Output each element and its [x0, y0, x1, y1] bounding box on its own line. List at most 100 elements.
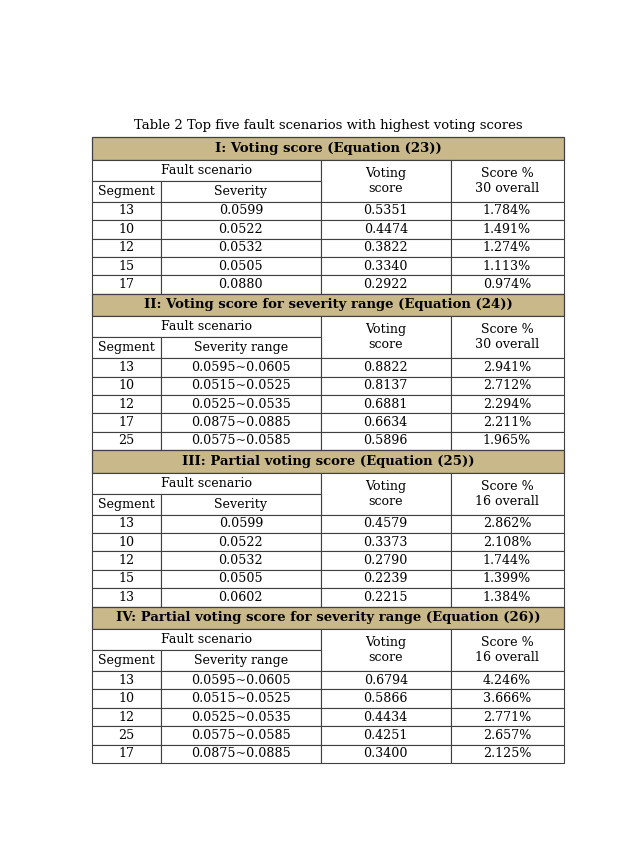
Bar [92, 650, 161, 671]
Bar [92, 376, 161, 395]
Bar [161, 358, 321, 376]
Bar [161, 493, 321, 515]
Text: 0.0875~0.0885: 0.0875~0.0885 [191, 747, 291, 760]
Bar [92, 473, 321, 493]
Text: 12: 12 [118, 710, 134, 723]
Bar [92, 450, 564, 473]
Text: 10: 10 [118, 223, 134, 236]
Text: I: Voting score (Equation (23)): I: Voting score (Equation (23)) [214, 142, 442, 155]
Text: 0.2790: 0.2790 [364, 554, 408, 567]
Text: 0.5351: 0.5351 [364, 204, 408, 218]
Bar [92, 606, 564, 629]
Text: 2.294%: 2.294% [483, 398, 531, 411]
Bar [451, 690, 564, 708]
Text: 1.491%: 1.491% [483, 223, 531, 236]
Text: Score %
30 overall: Score % 30 overall [475, 167, 539, 195]
Text: 0.0532: 0.0532 [218, 554, 263, 567]
Bar [92, 726, 161, 745]
Text: 0.0505: 0.0505 [218, 573, 263, 585]
Text: Fault scenario: Fault scenario [161, 477, 252, 490]
Bar [92, 431, 161, 450]
Bar [321, 726, 451, 745]
Bar [92, 338, 161, 358]
Text: 0.3400: 0.3400 [364, 747, 408, 760]
Text: 10: 10 [118, 692, 134, 705]
Text: 10: 10 [118, 380, 134, 393]
Text: 0.0575~0.0585: 0.0575~0.0585 [191, 435, 291, 448]
Bar [451, 376, 564, 395]
Bar [92, 551, 161, 570]
Bar [92, 358, 161, 376]
Bar [321, 257, 451, 276]
Text: II: Voting score for severity range (Equation (24)): II: Voting score for severity range (Equ… [143, 299, 513, 312]
Text: 0.0515~0.0525: 0.0515~0.0525 [191, 692, 291, 705]
Text: Score %
16 overall: Score % 16 overall [475, 636, 539, 664]
Bar [92, 395, 161, 413]
Text: 2.657%: 2.657% [483, 729, 531, 742]
Text: Segment: Segment [98, 654, 155, 667]
Text: 0.0515~0.0525: 0.0515~0.0525 [191, 380, 291, 393]
Text: 1.965%: 1.965% [483, 435, 531, 448]
Text: 1.274%: 1.274% [483, 241, 531, 254]
Bar [451, 745, 564, 763]
Bar [321, 160, 451, 201]
Bar [321, 570, 451, 588]
Bar [321, 220, 451, 238]
Text: 0.8137: 0.8137 [364, 380, 408, 393]
Bar [321, 515, 451, 533]
Text: Segment: Segment [98, 185, 155, 198]
Bar [321, 395, 451, 413]
Bar [161, 726, 321, 745]
Bar [321, 276, 451, 294]
Text: 0.6794: 0.6794 [364, 674, 408, 687]
Text: 0.0575~0.0585: 0.0575~0.0585 [191, 729, 291, 742]
Bar [161, 376, 321, 395]
Text: 17: 17 [118, 747, 134, 760]
Bar [321, 671, 451, 690]
Text: 0.0525~0.0535: 0.0525~0.0535 [191, 398, 291, 411]
Bar [321, 629, 451, 671]
Bar [161, 650, 321, 671]
Bar [92, 745, 161, 763]
Bar [451, 238, 564, 257]
Text: 15: 15 [118, 260, 134, 273]
Text: Voting
score: Voting score [365, 323, 406, 351]
Bar [161, 551, 321, 570]
Text: 0.4579: 0.4579 [364, 517, 408, 530]
Text: 17: 17 [118, 278, 134, 291]
Bar [92, 201, 161, 220]
Text: IV: Partial voting score for severity range (Equation (26)): IV: Partial voting score for severity ra… [116, 611, 540, 624]
Bar [451, 588, 564, 606]
Bar [321, 690, 451, 708]
Bar [161, 570, 321, 588]
Bar [161, 238, 321, 257]
Bar [92, 316, 321, 338]
Text: Severity range: Severity range [194, 341, 288, 354]
Text: 12: 12 [118, 398, 134, 411]
Bar [161, 257, 321, 276]
Text: 25: 25 [118, 729, 134, 742]
Text: Severity: Severity [214, 498, 268, 511]
Text: 0.974%: 0.974% [483, 278, 531, 291]
Text: Voting
score: Voting score [365, 636, 406, 664]
Bar [161, 533, 321, 551]
Bar [451, 201, 564, 220]
Text: 0.5896: 0.5896 [364, 435, 408, 448]
Bar [92, 588, 161, 606]
Text: 0.4251: 0.4251 [364, 729, 408, 742]
Text: 13: 13 [118, 517, 134, 530]
Bar [161, 338, 321, 358]
Bar [321, 588, 451, 606]
Bar [451, 629, 564, 671]
Bar [161, 745, 321, 763]
Text: 3.666%: 3.666% [483, 692, 531, 705]
Bar [451, 220, 564, 238]
Bar [92, 629, 321, 650]
Bar [321, 238, 451, 257]
Text: Voting
score: Voting score [365, 167, 406, 195]
Text: 0.3373: 0.3373 [364, 536, 408, 548]
Text: 1.113%: 1.113% [483, 260, 531, 273]
Text: 0.0522: 0.0522 [218, 536, 263, 548]
Bar [161, 395, 321, 413]
Text: 15: 15 [118, 573, 134, 585]
